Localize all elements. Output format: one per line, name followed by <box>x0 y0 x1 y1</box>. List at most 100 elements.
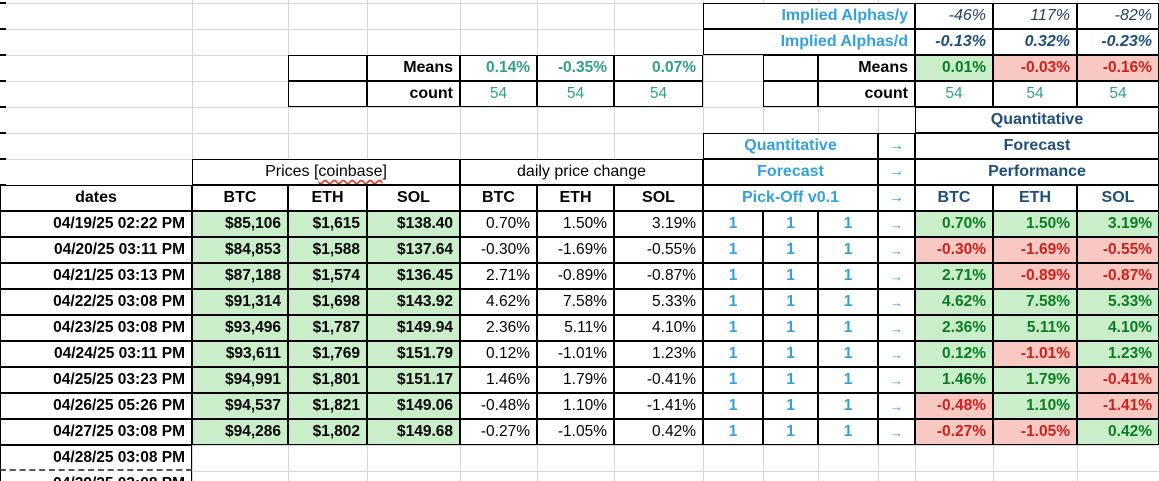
change-column-header[interactable]: SOL <box>614 185 703 211</box>
date-cell[interactable]: 04/24/25 03:11 PM <box>0 341 192 367</box>
price-cell[interactable]: $1,615 <box>288 211 367 237</box>
arrow-cell[interactable]: → <box>878 211 915 237</box>
performance-cell[interactable]: 1.46% <box>915 367 993 393</box>
performance-cell[interactable]: 1.10% <box>993 393 1077 419</box>
date-cell[interactable]: 04/29/25 03:08 PM <box>0 471 192 481</box>
arrow-cell[interactable]: → <box>878 393 915 419</box>
performance-cell[interactable]: 7.58% <box>993 289 1077 315</box>
signal-cell[interactable]: 1 <box>703 419 763 445</box>
summary-right-means-value[interactable]: 0.01% <box>915 55 993 81</box>
performance-header-quantitative[interactable]: Quantitative <box>915 107 1159 133</box>
performance-cell[interactable]: 1.50% <box>993 211 1077 237</box>
performance-column-header[interactable]: SOL <box>1077 185 1159 211</box>
change-cell[interactable]: -0.87% <box>614 263 703 289</box>
summary-right-count-label[interactable]: count <box>818 81 915 107</box>
signal-cell[interactable]: 1 <box>763 263 818 289</box>
summary-left-count-value[interactable]: 54 <box>460 81 537 107</box>
change-cell[interactable]: -0.48% <box>460 393 537 419</box>
performance-cell[interactable]: 2.71% <box>915 263 993 289</box>
change-column-header[interactable]: BTC <box>460 185 537 211</box>
summary-left-spacer-cell[interactable] <box>288 55 367 81</box>
change-cell[interactable]: -0.55% <box>614 237 703 263</box>
performance-cell[interactable]: 4.62% <box>915 289 993 315</box>
signal-cell[interactable]: 1 <box>763 367 818 393</box>
date-cell[interactable]: 04/22/25 03:08 PM <box>0 289 192 315</box>
signal-cell[interactable]: 1 <box>703 341 763 367</box>
summary-left-count-label[interactable]: count <box>367 81 460 107</box>
date-cell[interactable]: 04/19/25 02:22 PM <box>0 211 192 237</box>
pickoff-header[interactable]: Pick-Off v0.1 <box>703 185 878 211</box>
date-cell[interactable]: 04/25/25 03:23 PM <box>0 367 192 393</box>
change-cell[interactable]: 5.33% <box>614 289 703 315</box>
signal-cell[interactable]: 1 <box>818 289 878 315</box>
signal-cell[interactable]: 1 <box>703 393 763 419</box>
change-cell[interactable]: -0.89% <box>537 263 614 289</box>
implied-alphas-y-label[interactable]: Implied Alphas/y <box>703 3 915 29</box>
performance-cell[interactable]: -0.30% <box>915 237 993 263</box>
change-cell[interactable]: 1.10% <box>537 393 614 419</box>
performance-cell[interactable]: -1.01% <box>993 341 1077 367</box>
performance-cell[interactable]: 5.33% <box>1077 289 1159 315</box>
summary-right-count-value[interactable]: 54 <box>993 81 1077 107</box>
price-cell[interactable]: $93,611 <box>192 341 288 367</box>
forecast-header-arrow[interactable]: → <box>878 159 915 185</box>
date-cell[interactable]: 04/28/25 03:08 PM <box>0 445 192 471</box>
signal-cell[interactable]: 1 <box>818 367 878 393</box>
price-cell[interactable]: $149.68 <box>367 419 460 445</box>
forecast-header-quantitative[interactable]: Quantitative <box>703 133 878 159</box>
performance-cell[interactable]: -1.41% <box>1077 393 1159 419</box>
signal-cell[interactable]: 1 <box>818 237 878 263</box>
implied-alphas-d-label[interactable]: Implied Alphas/d <box>703 29 915 55</box>
price-cell[interactable]: $137.64 <box>367 237 460 263</box>
signal-cell[interactable]: 1 <box>703 367 763 393</box>
price-cell[interactable]: $149.06 <box>367 393 460 419</box>
change-cell[interactable]: -1.05% <box>537 419 614 445</box>
signal-cell[interactable]: 1 <box>763 211 818 237</box>
summary-right-means-label[interactable]: Means <box>818 55 915 81</box>
performance-cell[interactable]: -0.55% <box>1077 237 1159 263</box>
price-cell[interactable]: $1,801 <box>288 367 367 393</box>
performance-cell[interactable]: 1.23% <box>1077 341 1159 367</box>
forecast-header-arrow[interactable]: → <box>878 185 915 211</box>
price-cell[interactable]: $1,787 <box>288 315 367 341</box>
change-cell[interactable]: 0.12% <box>460 341 537 367</box>
price-cell[interactable]: $1,769 <box>288 341 367 367</box>
performance-header-performance[interactable]: Performance <box>915 159 1159 185</box>
summary-right-count-value[interactable]: 54 <box>915 81 993 107</box>
implied-alphas-y-value[interactable]: 117% <box>993 3 1077 29</box>
price-cell[interactable]: $1,802 <box>288 419 367 445</box>
performance-cell[interactable]: 1.79% <box>993 367 1077 393</box>
summary-right-means-value[interactable]: -0.16% <box>1077 55 1159 81</box>
price-cell[interactable]: $87,188 <box>192 263 288 289</box>
date-cell[interactable]: 04/23/25 03:08 PM <box>0 315 192 341</box>
arrow-cell[interactable]: → <box>878 419 915 445</box>
change-column-header[interactable]: ETH <box>537 185 614 211</box>
performance-header-forecast[interactable]: Forecast <box>915 133 1159 159</box>
implied-alphas-y-value[interactable]: -82% <box>1077 3 1159 29</box>
signal-cell[interactable]: 1 <box>763 419 818 445</box>
performance-cell[interactable]: 5.11% <box>993 315 1077 341</box>
summary-right-spacer-cell[interactable] <box>763 55 818 81</box>
arrow-cell[interactable]: → <box>878 341 915 367</box>
forecast-header-arrow[interactable]: → <box>878 133 915 159</box>
performance-cell[interactable]: 3.19% <box>1077 211 1159 237</box>
price-cell[interactable]: $138.40 <box>367 211 460 237</box>
performance-cell[interactable]: 0.12% <box>915 341 993 367</box>
summary-right-spacer-cell[interactable] <box>763 81 818 107</box>
summary-left-means-label[interactable]: Means <box>367 55 460 81</box>
performance-cell[interactable]: 0.42% <box>1077 419 1159 445</box>
signal-cell[interactable]: 1 <box>763 393 818 419</box>
change-cell[interactable]: 5.11% <box>537 315 614 341</box>
arrow-cell[interactable]: → <box>878 289 915 315</box>
change-cell[interactable]: -0.41% <box>614 367 703 393</box>
change-cell[interactable]: 1.46% <box>460 367 537 393</box>
price-cell[interactable]: $149.94 <box>367 315 460 341</box>
change-cell[interactable]: 4.62% <box>460 289 537 315</box>
implied-alphas-d-value[interactable]: 0.32% <box>993 29 1077 55</box>
implied-alphas-y-value[interactable]: -46% <box>915 3 993 29</box>
price-cell[interactable]: $85,106 <box>192 211 288 237</box>
signal-cell[interactable]: 1 <box>703 289 763 315</box>
performance-cell[interactable]: -1.05% <box>993 419 1077 445</box>
change-cell[interactable]: -0.30% <box>460 237 537 263</box>
performance-column-header[interactable]: ETH <box>993 185 1077 211</box>
